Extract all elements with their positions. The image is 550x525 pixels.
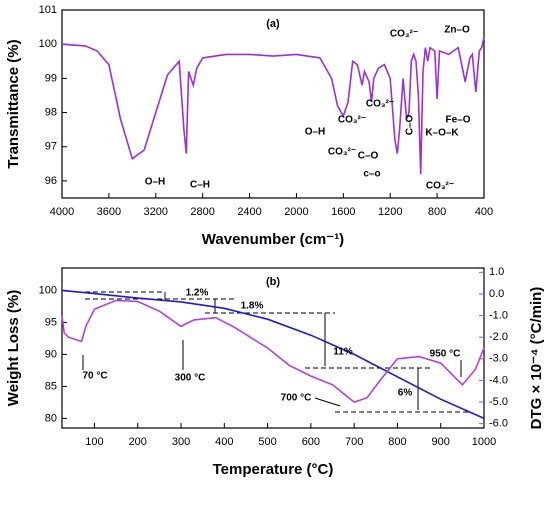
y2-axis-title: DTG × 10⁻⁴ (°C/min): [528, 287, 545, 430]
annotation: CO₃²⁻: [390, 29, 418, 40]
annotation: K–O–K: [425, 128, 459, 139]
y-tick-label: 90: [45, 348, 57, 360]
x-tick-label: 600: [302, 436, 320, 448]
annotation: Fe–O: [445, 115, 470, 126]
x-tick-label: 1600: [331, 206, 355, 218]
x-axis-title: Wavenumber (cm⁻¹): [202, 231, 344, 248]
y2-tick-label: -2.0: [489, 331, 508, 343]
y2-tick-label: 0.0: [489, 288, 504, 300]
annotation: Zn–O: [444, 25, 470, 36]
chart-title: (b): [266, 276, 280, 288]
x-tick-label: 400: [475, 206, 493, 218]
y-tick-label: 98: [45, 106, 57, 118]
y-tick-label: 96: [45, 175, 57, 187]
annotation: CO₃²⁻: [366, 99, 394, 110]
y2-tick-label: -6.0: [489, 418, 508, 430]
annotation: O–H: [145, 177, 166, 188]
y-tick-label: 100: [39, 284, 57, 296]
x-tick-label: 700: [345, 436, 363, 448]
x-tick-label: 4000: [50, 206, 74, 218]
y-tick-label: 97: [45, 141, 57, 153]
x-tick-label: 800: [428, 206, 446, 218]
data-line: [61, 37, 485, 175]
annotation: 70 °C: [82, 371, 107, 382]
y-axis-title: Weight Loss (%): [5, 290, 22, 406]
annotation: O–H: [305, 127, 326, 138]
x-tick-label: 2000: [284, 206, 308, 218]
y-tick-label: 85: [45, 380, 57, 392]
y2-tick-label: -5.0: [489, 396, 508, 408]
x-tick-label: 1000: [472, 436, 496, 448]
x-axis-title: Temperature (°C): [213, 461, 334, 478]
annotation: 950 °C: [430, 349, 461, 360]
annotation: 1.2%: [186, 288, 209, 299]
x-tick-label: 800: [388, 436, 406, 448]
annotation: 700 °C: [281, 393, 312, 404]
y2-tick-label: -1.0: [489, 309, 508, 321]
annotation: C–H: [190, 180, 210, 191]
annotation: CO₃²⁻: [426, 181, 454, 192]
annotation: CO₃²⁻: [328, 147, 356, 158]
annotation: 11%: [333, 347, 353, 358]
x-tick-label: 100: [85, 436, 103, 448]
y-axis-title: Transmittance (%): [5, 39, 22, 168]
annotation: C–O: [405, 114, 416, 135]
y-tick-label: 95: [45, 316, 57, 328]
data-line: [61, 299, 485, 403]
plot-frame: [61, 9, 485, 199]
y2-tick-label: -3.0: [489, 353, 508, 365]
x-tick-label: 500: [258, 436, 276, 448]
y2-tick-label: 1.0: [489, 266, 504, 278]
annotation: 1.8%: [241, 301, 264, 312]
y2-tick-label: -4.0: [489, 374, 508, 386]
annotation: c–o: [363, 169, 380, 180]
x-tick-label: 2800: [190, 206, 214, 218]
x-tick-label: 300: [172, 436, 190, 448]
y-tick-label: 99: [45, 72, 57, 84]
x-tick-label: 900: [432, 436, 450, 448]
x-tick-label: 3600: [97, 206, 121, 218]
annotation: 6%: [398, 388, 413, 399]
dashed-guides: [82, 291, 470, 413]
arrow: [314, 397, 341, 407]
annotation: 300 °C: [175, 373, 206, 384]
y-tick-label: 101: [39, 4, 57, 16]
x-tick-label: 1200: [378, 206, 402, 218]
x-tick-label: 200: [129, 436, 147, 448]
y-tick-label: 100: [39, 38, 57, 50]
x-tick-label: 2400: [237, 206, 261, 218]
x-tick-label: 400: [215, 436, 233, 448]
x-tick-label: 3200: [144, 206, 168, 218]
annotation: CO₃²⁻: [338, 115, 366, 126]
data-line: [61, 289, 485, 420]
y-tick-label: 80: [45, 412, 57, 424]
chart-title: (a): [266, 18, 280, 30]
annotation: C–O: [358, 151, 379, 162]
